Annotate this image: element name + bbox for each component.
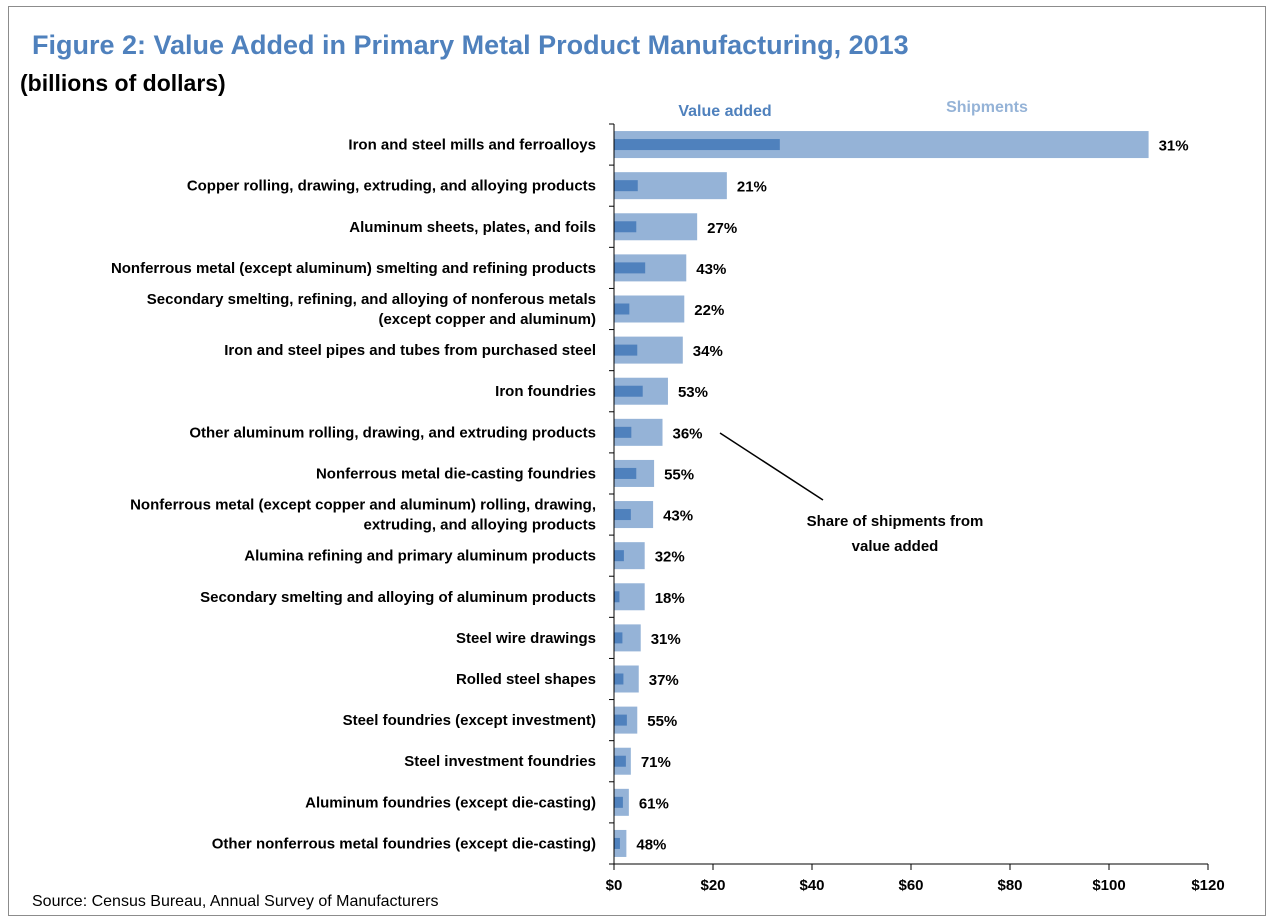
category-label: extruding, and alloying products (363, 517, 596, 534)
category-label: Nonferrous metal die-casting foundries (316, 465, 596, 482)
share-data-label: 43% (663, 508, 693, 525)
shipments-bar (614, 829, 627, 857)
x-tick-label: $60 (898, 877, 923, 894)
value-added-bar (614, 796, 623, 808)
category-label: Iron foundries (495, 383, 596, 400)
value-added-bar (614, 673, 624, 685)
category-label: Nonferrous metal (except aluminum) smelt… (111, 260, 596, 277)
value-added-bar (614, 837, 620, 849)
category-label: Secondary smelting and alloying of alumi… (200, 589, 596, 606)
value-added-bar (614, 344, 638, 356)
category-label: Aluminum foundries (except die-casting) (305, 794, 596, 811)
share-data-label: 22% (694, 302, 724, 319)
share-data-label: 34% (693, 343, 723, 360)
category-label: Alumina refining and primary aluminum pr… (244, 548, 596, 565)
value-added-bar (614, 303, 630, 315)
legend: Value added Shipments (678, 99, 1028, 120)
category-label: Secondary smelting, refining, and alloyi… (147, 291, 596, 308)
share-data-label: 71% (641, 754, 671, 771)
category-label: Nonferrous metal (except copper and alum… (130, 497, 596, 514)
x-tick-label: $40 (799, 877, 824, 894)
value-added-bar (614, 262, 646, 274)
category-label: Iron and steel pipes and tubes from purc… (224, 342, 596, 359)
value-added-bar (614, 139, 780, 151)
category-label: Steel foundries (except investment) (343, 712, 596, 729)
category-label: (except copper and aluminum) (378, 311, 596, 328)
annotation: Share of shipments from value added (719, 432, 984, 555)
x-tick-label: $100 (1092, 877, 1125, 894)
share-data-label: 36% (673, 425, 703, 442)
category-label: Aluminum sheets, plates, and foils (349, 219, 596, 236)
value-added-bar (614, 632, 623, 644)
share-data-label: 32% (655, 549, 685, 566)
share-data-label: 27% (707, 220, 737, 237)
value-added-bar (614, 180, 638, 192)
share-data-label: 53% (678, 384, 708, 401)
share-data-label: 18% (655, 590, 685, 607)
x-axis: $0 $20 $40 $60 $80 $100 $120 (606, 123, 1225, 894)
share-data-label: 21% (737, 179, 767, 196)
bars (614, 131, 1149, 857)
annotation-leader-line (719, 432, 824, 501)
x-tick-label: $0 (606, 877, 623, 894)
value-added-bar (614, 426, 632, 438)
share-data-label: 55% (664, 466, 694, 483)
annotation-line-1: Share of shipments from (807, 513, 984, 530)
category-label: Iron and steel mills and ferroalloys (348, 137, 596, 154)
share-data-label: 43% (696, 261, 726, 278)
share-data-label: 61% (639, 795, 669, 812)
share-data-label: 37% (649, 672, 679, 689)
x-tick-label: $80 (997, 877, 1022, 894)
share-data-label: 31% (651, 631, 681, 648)
x-tick-label: $120 (1191, 877, 1224, 894)
category-label: Rolled steel shapes (456, 671, 596, 688)
value-added-bar (614, 714, 627, 726)
source-note: Source: Census Bureau, Annual Survey of … (32, 893, 439, 910)
annotation-line-2: value added (852, 538, 939, 555)
value-added-bar (614, 467, 637, 479)
chart-frame (8, 6, 1266, 916)
value-added-bar (614, 591, 620, 603)
chart-title: Figure 2: Value Added in Primary Metal P… (32, 30, 909, 60)
share-data-label: 55% (647, 713, 677, 730)
category-label: Steel wire drawings (456, 630, 596, 647)
value-added-bar (614, 385, 643, 397)
value-added-bar (614, 221, 637, 233)
data-labels: 31% 21% 27% 43% 22% 34% 53% 36% 55% 43% 32% 18% 31% 3… (636, 138, 1188, 854)
share-data-label: 48% (636, 836, 666, 853)
legend-shipments: Shipments (946, 99, 1028, 116)
category-label: Steel investment foundries (404, 753, 596, 770)
value-added-bar (614, 509, 631, 521)
share-data-label: 31% (1159, 138, 1189, 155)
category-label: Other aluminum rolling, drawing, and ext… (189, 424, 596, 441)
x-tick-label: $20 (700, 877, 725, 894)
category-labels: Iron and steel mills and ferroalloys Copp… (111, 137, 596, 853)
legend-value-added: Value added (678, 103, 771, 120)
value-added-bar (614, 550, 624, 562)
category-label: Copper rolling, drawing, extruding, and … (187, 178, 596, 195)
category-label: Other nonferrous metal foundries (except… (212, 835, 596, 852)
value-added-bar (614, 755, 626, 767)
chart-subtitle: (billions of dollars) (20, 70, 226, 96)
